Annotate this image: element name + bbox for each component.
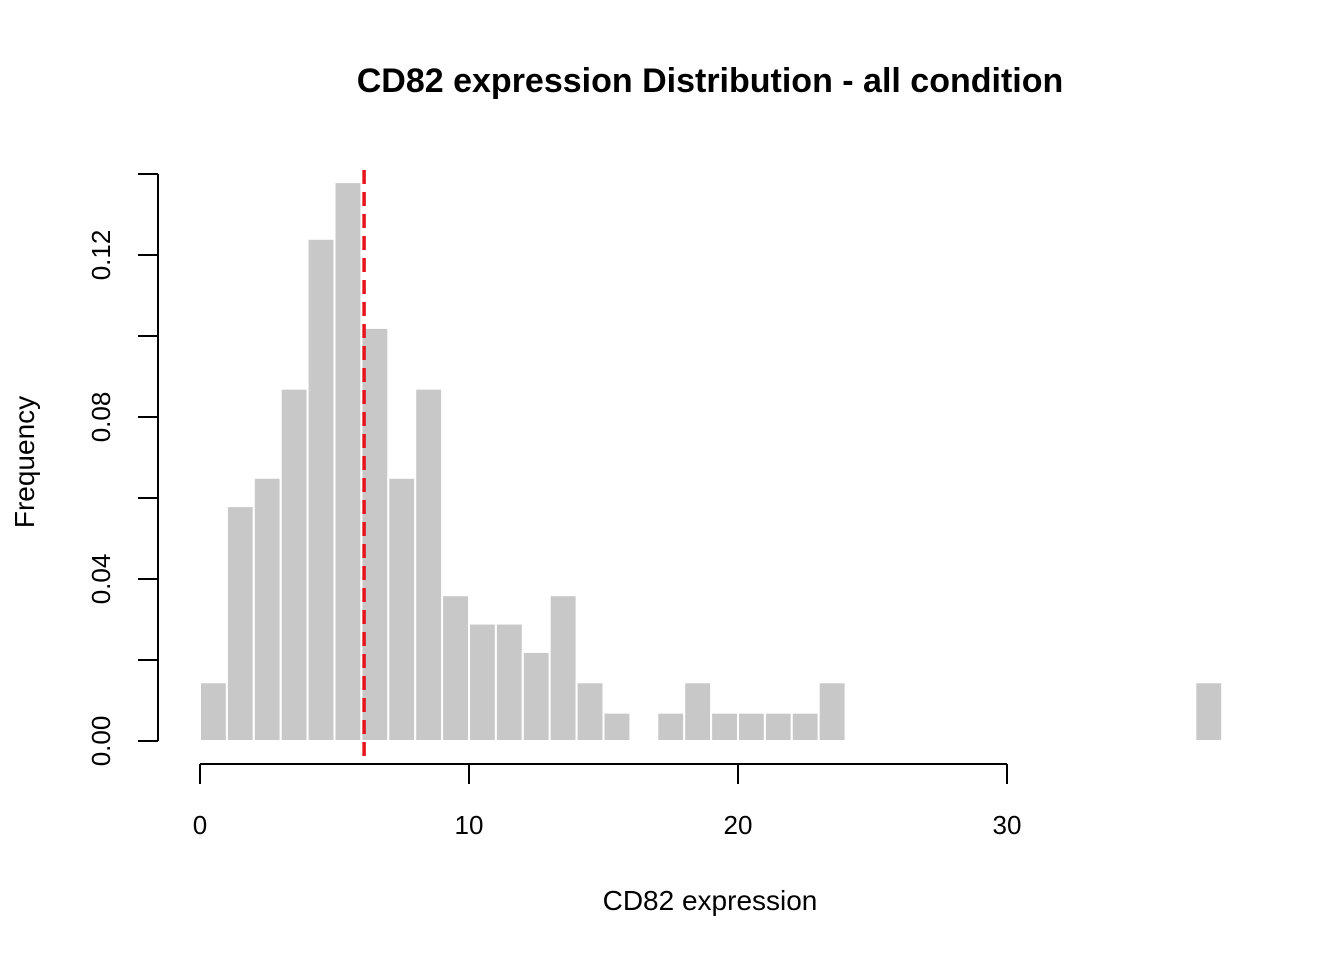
histogram-bar-10 <box>468 622 497 742</box>
y-tick-label-2: 0.04 <box>86 554 116 605</box>
histogram-bar-20 <box>737 711 766 743</box>
x-axis: 0 10 20 30 <box>193 763 1022 840</box>
histogram-bar-5 <box>333 181 363 743</box>
histogram-bar-13 <box>548 594 578 743</box>
histogram-bar-14 <box>575 681 605 743</box>
histogram-bar-19 <box>710 711 739 743</box>
histogram-bar-12 <box>521 650 551 743</box>
histogram-bar-3 <box>279 387 309 742</box>
histogram-bar-24 <box>1194 681 1224 743</box>
histogram-bar-15 <box>602 711 632 743</box>
x-tick-label-1: 10 <box>455 810 484 840</box>
histogram-bar-17 <box>656 711 686 743</box>
y-tick-label-0: 0.00 <box>86 716 116 767</box>
histogram-bar-7 <box>387 476 417 742</box>
histogram-bar-1 <box>225 505 255 742</box>
histogram-bar-23 <box>817 681 847 743</box>
histogram-bar-21 <box>763 711 793 743</box>
histogram-bar-9 <box>441 594 471 743</box>
y-axis: 0.00 0.04 0.08 0.12 <box>86 173 159 767</box>
x-tick-label-3: 30 <box>993 810 1022 840</box>
x-axis-label: CD82 expression <box>603 885 818 916</box>
histogram-bar-6 <box>360 326 390 742</box>
histogram-bar-22 <box>790 711 820 743</box>
histogram-bar-18 <box>683 681 713 743</box>
histogram-bar-8 <box>414 387 444 742</box>
x-tick-label-0: 0 <box>193 810 207 840</box>
y-tick-label-6: 0.12 <box>86 230 116 281</box>
histogram-bar-2 <box>252 476 282 742</box>
x-tick-label-2: 20 <box>724 810 753 840</box>
histogram-bar-4 <box>306 237 336 743</box>
histogram-bar-11 <box>494 622 524 742</box>
y-axis-label: Frequency <box>9 396 40 528</box>
bars-group <box>199 181 1224 743</box>
y-tick-label-4: 0.08 <box>86 392 116 443</box>
histogram-bar-0 <box>199 681 228 743</box>
chart-title: CD82 expression Distribution - all condi… <box>357 62 1064 100</box>
